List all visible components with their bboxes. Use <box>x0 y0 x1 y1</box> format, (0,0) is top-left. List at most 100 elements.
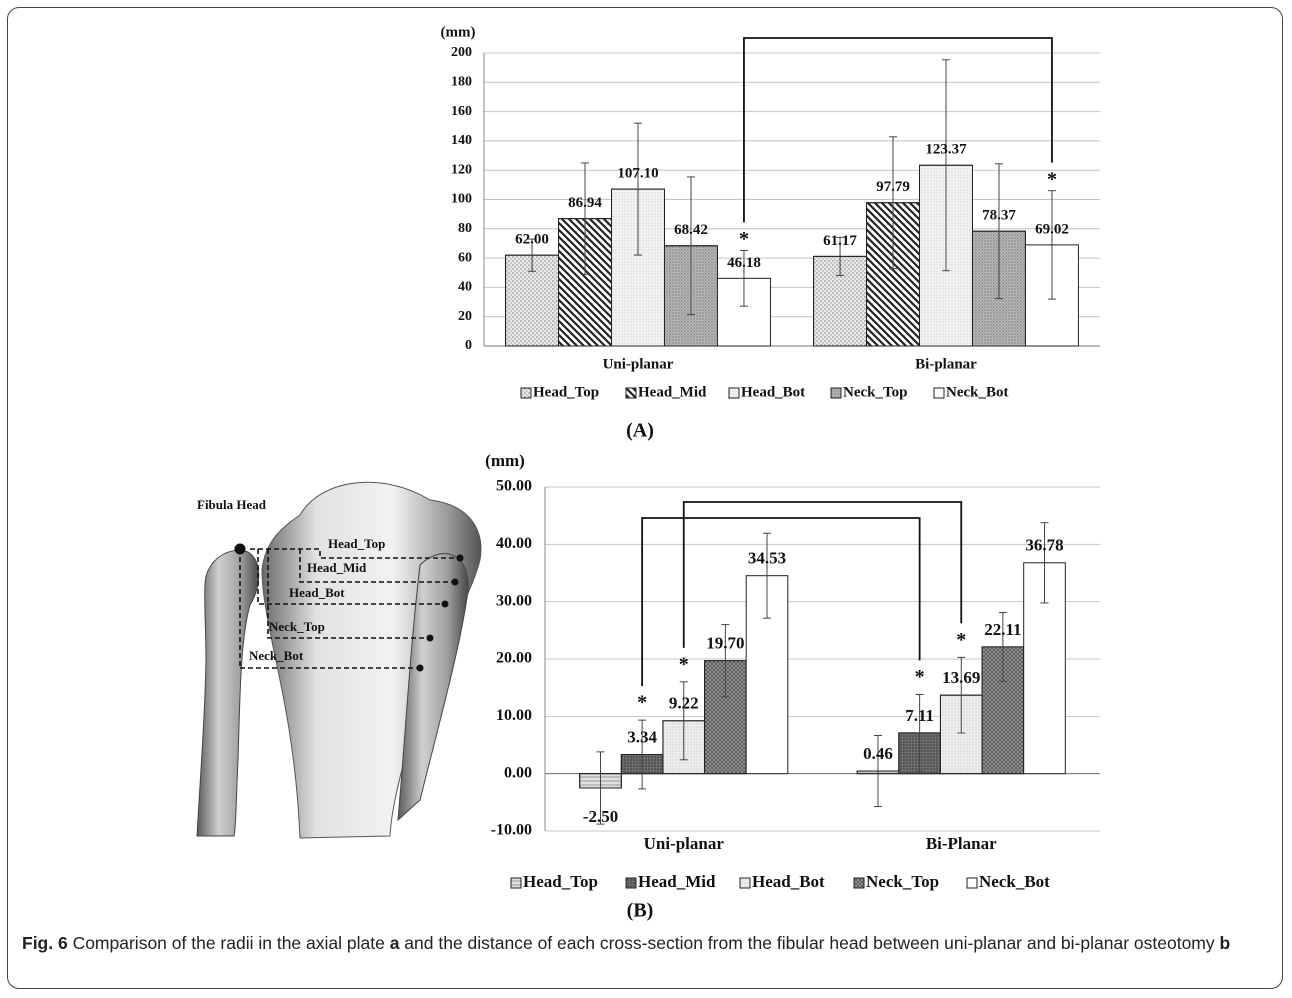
value-label: 97.79 <box>876 179 910 195</box>
bar <box>1023 562 1066 775</box>
value-label: 107.10 <box>617 166 658 182</box>
value-label: 62.00 <box>515 232 549 248</box>
error-bar <box>1040 522 1049 604</box>
value-label: 9.22 <box>669 694 699 713</box>
legend-label: Neck_Bot <box>946 384 1009 400</box>
caption-text: Comparison of the radii in the axial pla… <box>67 933 390 953</box>
y-tick-label: 20 <box>458 309 472 324</box>
value-label: 19.70 <box>706 634 744 653</box>
value-label: 13.69 <box>942 668 980 687</box>
value-label: 46.18 <box>727 255 761 271</box>
legend-swatch-texture <box>520 387 532 399</box>
y-tick-label: 20.00 <box>496 650 532 667</box>
y-tick-label: 10.00 <box>496 707 532 724</box>
diagram-label: Fibula Head <box>197 497 267 512</box>
significance-bracket <box>641 517 921 687</box>
value-label: 3.34 <box>627 727 657 746</box>
y-tick-label: 80 <box>458 221 472 236</box>
caption-text: Fig. 6 <box>22 933 68 953</box>
y-tick-label: 0 <box>465 338 472 353</box>
legend-swatch-texture <box>739 877 751 889</box>
error-bar <box>686 176 695 316</box>
diagram-label: Neck_Top <box>269 619 325 634</box>
significance-mark: * <box>915 666 925 688</box>
y-tick-label: 160 <box>451 104 472 119</box>
legend-label: Head_Bot <box>752 872 825 891</box>
value-label: 36.78 <box>1025 536 1063 555</box>
error-bar <box>836 236 845 276</box>
legend-swatch <box>966 877 978 889</box>
figure: 0 20 40 60 80 100 120 140 160 180 200 (mm) Uni-plana… <box>196 24 1100 922</box>
y-tick-label: 40 <box>458 280 472 295</box>
legend-label: Head_Mid <box>638 384 707 400</box>
significance-mark: * <box>637 692 647 714</box>
y-tick-label: 40.00 <box>496 535 532 552</box>
error-bar <box>874 734 882 808</box>
value-label: 0.46 <box>863 744 893 763</box>
legend-label: Head_Top <box>523 872 598 891</box>
value-label: 68.42 <box>674 222 708 238</box>
legend-swatch-texture <box>625 387 637 399</box>
significance-mark: * <box>679 653 689 675</box>
legend-swatch-texture <box>625 877 637 889</box>
error-bar <box>721 624 730 698</box>
error-bar <box>596 751 605 825</box>
y-tick-label: 200 <box>451 45 472 60</box>
caption-text: b <box>1219 933 1231 953</box>
error-bar <box>998 612 1007 682</box>
y-tick-label: 180 <box>451 75 472 90</box>
caption-text: a <box>389 933 400 953</box>
legend-swatch-texture <box>728 387 740 399</box>
error-bar <box>634 122 642 256</box>
y-tick-label: 30.00 <box>496 592 532 609</box>
figure-frame <box>7 7 1283 989</box>
error-bar <box>1047 190 1056 300</box>
significance-mark: * <box>1047 168 1057 190</box>
panel-label: (B) <box>627 900 654 922</box>
y-tick-label: 140 <box>451 133 472 148</box>
error-bar <box>889 136 898 270</box>
error-bar <box>915 693 924 772</box>
legend-label: Head_Mid <box>638 872 716 891</box>
figure-caption: Fig. 6 Comparison of the radii in the ax… <box>22 930 1272 956</box>
diagram-label: Neck_Bot <box>249 648 304 663</box>
value-label: 22.11 <box>984 620 1021 639</box>
y-tick-label: 50.00 <box>496 478 532 495</box>
x-tick-label: Bi-Planar <box>926 834 997 853</box>
value-label: 69.02 <box>1035 221 1069 237</box>
legend-swatch <box>933 387 945 399</box>
significance-mark: * <box>739 228 749 250</box>
x-tick-label: Bi-planar <box>915 356 977 372</box>
y-tick-label: 120 <box>451 162 472 177</box>
error-bar <box>638 719 647 790</box>
legend-label: Neck_Top <box>866 872 939 891</box>
y-tick-label: -10.00 <box>491 822 532 839</box>
y-axis-label: (mm) <box>441 24 476 40</box>
legend-label: Head_Bot <box>741 384 805 400</box>
y-tick-label: 100 <box>451 192 472 207</box>
legend-swatch-texture <box>830 387 842 399</box>
diagram-label: Head_Bot <box>289 585 345 600</box>
bar-texture <box>813 255 868 347</box>
value-label: 86.94 <box>568 195 602 211</box>
diagram-label: Head_Top <box>328 536 385 551</box>
y-tick-label: 60 <box>458 250 472 265</box>
y-tick-label: 0.00 <box>504 764 532 781</box>
legend-swatch-texture <box>853 877 865 889</box>
diagram-label: Head_Mid <box>307 560 367 575</box>
significance-bracket <box>743 37 1053 223</box>
value-label: 7.11 <box>905 706 934 725</box>
value-label: -2.50 <box>583 807 618 826</box>
significance-mark: * <box>956 629 966 651</box>
significance-bracket <box>682 501 963 648</box>
panel-label: (A) <box>626 420 654 442</box>
legend-label: Head_Top <box>533 384 599 400</box>
x-tick-label: Uni-planar <box>603 356 674 372</box>
bone-model <box>196 481 482 839</box>
error-bar <box>581 162 590 275</box>
legend-label: Neck_Bot <box>979 872 1050 891</box>
error-bar <box>957 656 966 734</box>
error-bar <box>994 163 1003 300</box>
error-bar <box>739 250 748 307</box>
